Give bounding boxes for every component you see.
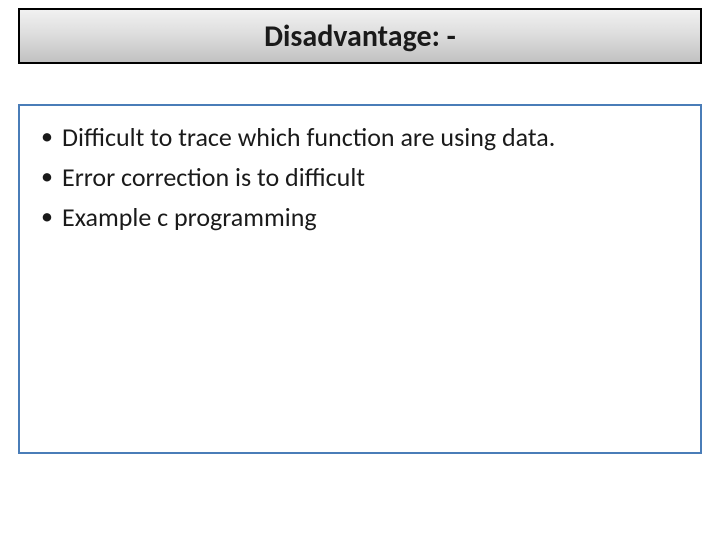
title-box: Disadvantage: - bbox=[18, 8, 702, 64]
bullet-item: • Example c programming bbox=[32, 200, 688, 234]
slide-title: Disadvantage: - bbox=[264, 18, 456, 55]
content-box: • Difficult to trace which function are … bbox=[18, 104, 702, 454]
bullet-text: Difficult to trace which function are us… bbox=[62, 120, 555, 154]
bullet-item: • Difficult to trace which function are … bbox=[32, 120, 688, 154]
bullet-marker: • bbox=[32, 200, 62, 234]
bullet-marker: • bbox=[32, 120, 62, 154]
bullet-text: Error correction is to difficult bbox=[62, 160, 365, 194]
bullet-text: Example c programming bbox=[62, 200, 317, 234]
bullet-marker: • bbox=[32, 160, 62, 194]
bullet-item: • Error correction is to difficult bbox=[32, 160, 688, 194]
